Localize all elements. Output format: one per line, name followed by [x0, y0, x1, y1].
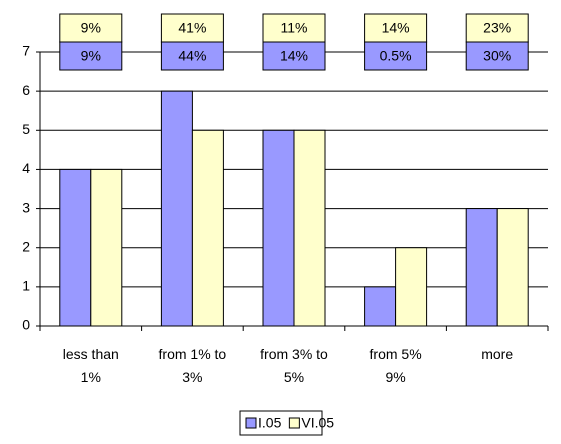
table-text: 30% [483, 48, 511, 64]
y-tick-label: 3 [22, 199, 30, 215]
y-tick-label: 6 [22, 82, 30, 98]
table-text: 0.5% [380, 48, 412, 64]
legend-swatch [245, 417, 257, 429]
x-tick-label: from 1% to 3% [158, 346, 227, 385]
y-tick-label: 1 [22, 278, 30, 294]
x-tick-label: from 3% to 5% [260, 346, 328, 385]
table-cell [262, 13, 326, 43]
y-tick-label: 4 [22, 160, 30, 176]
y-tick-label: 5 [22, 121, 30, 137]
x-tick-label: more [481, 346, 514, 362]
table-text: 23% [483, 20, 511, 36]
bar [191, 129, 224, 327]
table-cell [59, 41, 123, 71]
bar [90, 168, 123, 327]
legend-swatch [288, 417, 300, 429]
bar [364, 286, 397, 327]
bar [395, 247, 428, 327]
table-cell [465, 13, 529, 43]
table-text: 14% [280, 48, 308, 64]
table-cell [160, 41, 224, 71]
table-text: 9% [81, 20, 101, 36]
bar [293, 129, 326, 327]
bar [262, 129, 295, 327]
legend-label: I.05 [258, 415, 282, 431]
table-text: 44% [178, 48, 206, 64]
table-cell [262, 41, 326, 71]
bar [465, 208, 498, 327]
x-tick-label: from 5% 9% [369, 346, 422, 385]
table-cell [364, 13, 428, 43]
legend-label: VI.05 [301, 415, 334, 431]
y-tick-label: 2 [22, 238, 30, 254]
table-cell [364, 41, 428, 71]
bar [496, 208, 529, 327]
table-text: 9% [81, 48, 101, 64]
table-text: 14% [382, 20, 410, 36]
y-tick-label: 7 [22, 43, 30, 59]
bar [160, 90, 193, 327]
table-text: 41% [178, 20, 206, 36]
x-tick-label: less than 1% [62, 346, 119, 385]
table-text: 11% [281, 20, 308, 36]
table-cell [465, 41, 529, 71]
bar [59, 168, 92, 327]
table-cell [59, 13, 123, 43]
y-tick-label: 0 [22, 317, 30, 333]
